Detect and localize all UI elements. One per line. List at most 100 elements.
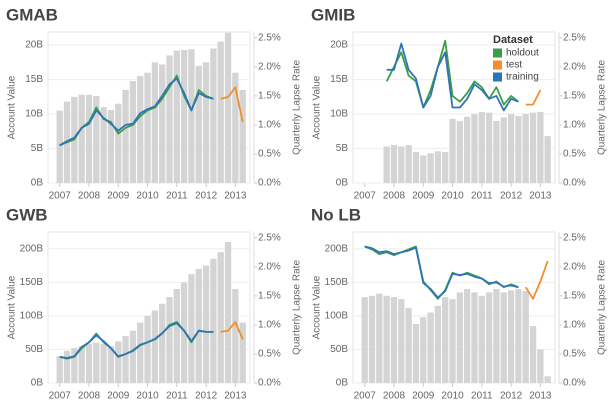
bar xyxy=(144,315,151,383)
bar xyxy=(85,94,93,183)
y2-tick-label: 0.5% xyxy=(258,349,281,360)
x-tick-label: 2013 xyxy=(529,191,552,202)
bar xyxy=(398,299,405,383)
y-tick-label: 10B xyxy=(330,109,348,120)
bar xyxy=(456,120,464,183)
y2-tick-label: 1.0% xyxy=(563,120,586,131)
y2-axis-title: Quarterly Lapse Rate xyxy=(597,60,608,155)
lapse-line xyxy=(385,39,519,109)
bar xyxy=(71,348,78,383)
bar xyxy=(427,312,434,383)
x-tick-label: 2012 xyxy=(195,191,218,202)
bar xyxy=(210,258,217,383)
y2-tick-label: 0.0% xyxy=(258,378,281,389)
lapse-line xyxy=(525,89,542,106)
y2-tick-label: 0.5% xyxy=(563,349,586,360)
bar xyxy=(544,136,551,183)
bar xyxy=(239,89,246,183)
bar xyxy=(78,346,85,383)
y2-axis-title: Quarterly Lapse Rate xyxy=(597,260,608,355)
bar xyxy=(471,114,478,183)
legend-swatch xyxy=(493,60,502,70)
bar xyxy=(515,289,522,383)
bar xyxy=(434,305,442,383)
bar xyxy=(383,295,390,383)
bar xyxy=(420,317,427,383)
y-tick-label: 5B xyxy=(31,143,44,154)
bar xyxy=(398,146,405,183)
bar xyxy=(412,323,420,383)
x-tick-label: 2010 xyxy=(441,391,464,402)
x-tick-label: 2009 xyxy=(107,391,130,402)
bar xyxy=(442,151,449,183)
y2-tick-label: 0.0% xyxy=(563,178,586,189)
bar xyxy=(159,303,166,383)
bar xyxy=(115,341,122,383)
bar xyxy=(85,344,93,383)
bar xyxy=(107,346,115,383)
y-tick-label: 0B xyxy=(31,378,44,389)
x-tick-label: 2013 xyxy=(529,391,552,402)
x-tick-label: 2011 xyxy=(471,391,493,402)
bar xyxy=(507,290,515,383)
x-tick-label: 2008 xyxy=(78,391,101,402)
bar xyxy=(159,64,166,183)
y-axis-title: Account Value xyxy=(312,75,323,139)
x-tick-label: 2009 xyxy=(412,191,435,202)
bar xyxy=(420,155,427,183)
y-tick-label: 20B xyxy=(330,40,348,51)
bar xyxy=(485,112,493,183)
bar xyxy=(137,322,144,383)
y2-tick-label: 2.0% xyxy=(563,61,586,72)
x-tick-label: 2009 xyxy=(107,191,130,202)
y2-tick-label: 2.5% xyxy=(258,232,281,243)
y-tick-label: 0B xyxy=(31,178,44,189)
y-tick-label: 10B xyxy=(25,109,43,120)
bar xyxy=(151,310,159,383)
panel-title: No LB xyxy=(311,205,361,224)
y2-tick-label: 2.0% xyxy=(258,61,281,72)
bar xyxy=(405,145,412,183)
bar xyxy=(107,109,115,183)
lapse-line xyxy=(524,260,549,300)
x-tick-label: 2012 xyxy=(500,191,523,202)
y-tick-label: 15B xyxy=(25,74,43,85)
bar xyxy=(522,114,529,183)
x-tick-label: 2008 xyxy=(383,191,406,202)
bar xyxy=(210,48,217,184)
bar xyxy=(464,116,471,183)
x-tick-label: 2008 xyxy=(78,191,101,202)
bar xyxy=(529,325,537,383)
bar xyxy=(173,50,180,183)
bar xyxy=(376,293,383,383)
y-tick-label: 50B xyxy=(330,344,348,355)
bar xyxy=(144,72,151,183)
y2-tick-label: 0.0% xyxy=(258,178,281,189)
y2-tick-label: 0.0% xyxy=(563,378,586,389)
x-tick-label: 2010 xyxy=(136,191,159,202)
bar xyxy=(515,116,522,183)
bar xyxy=(456,292,464,383)
bar xyxy=(522,291,529,383)
x-tick-label: 2007 xyxy=(49,191,72,202)
lapse-line xyxy=(59,322,214,359)
panel-title: GMAB xyxy=(6,5,58,24)
bar xyxy=(217,41,224,183)
legend-swatch xyxy=(493,48,502,58)
bar xyxy=(188,49,195,183)
lapse-line xyxy=(59,77,214,147)
bar xyxy=(122,89,129,183)
bar xyxy=(56,110,63,183)
bar xyxy=(202,265,210,383)
bar xyxy=(537,349,544,383)
y2-tick-label: 1.5% xyxy=(563,291,586,302)
bar xyxy=(390,297,398,383)
y-tick-label: 0B xyxy=(336,378,349,389)
x-tick-label: 2011 xyxy=(166,191,188,202)
x-tick-label: 2007 xyxy=(354,191,377,202)
y-tick-label: 150B xyxy=(20,277,44,288)
bar xyxy=(56,356,63,383)
y2-tick-label: 1.5% xyxy=(563,91,586,102)
y-axis-title: Account Value xyxy=(7,275,18,339)
